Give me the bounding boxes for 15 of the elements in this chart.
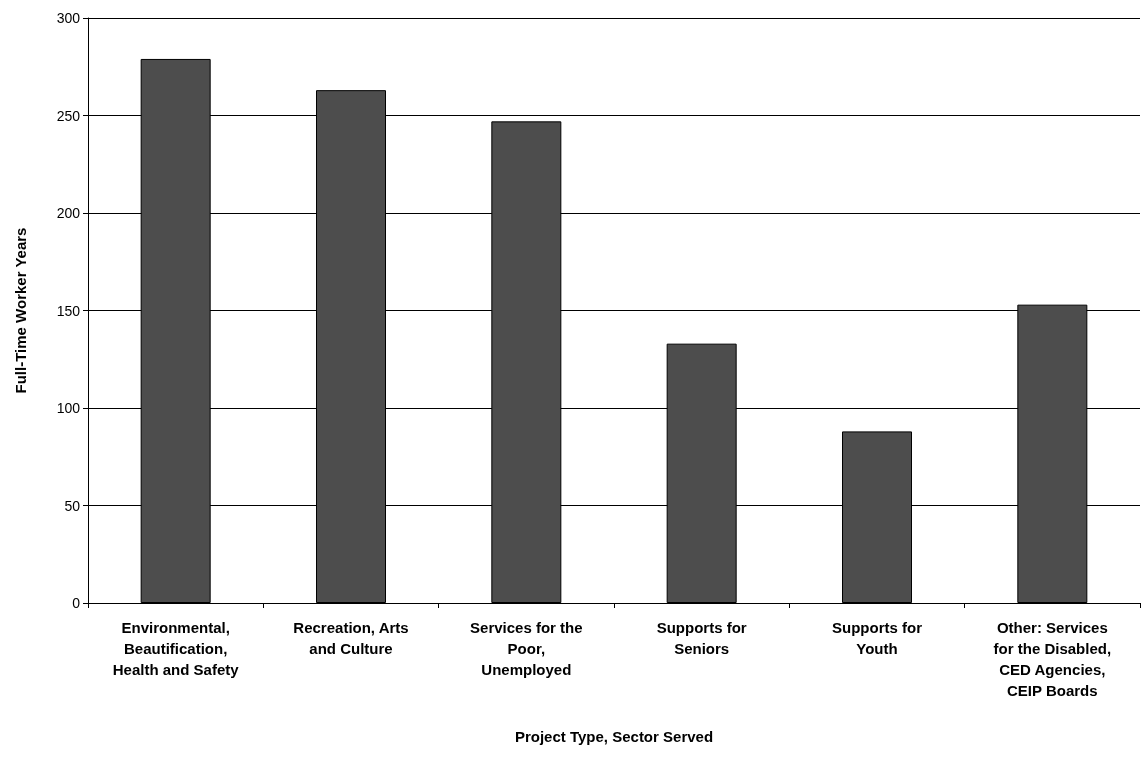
y-tick-label: 100 [56,400,81,416]
y-axis-title: Full-Time Worker Years [12,227,29,394]
x-tick-label: Supports for Youth [832,619,923,657]
x-tick-label: Services for the Poor, Unemployed [470,619,583,678]
x-tick-label: Supports for Seniors [656,619,747,657]
y-tick-label: 250 [56,107,81,124]
y-tick-label: 200 [56,205,81,221]
x-tick-label: Other: Services for the Disabled, CED Agencies, CEIP Boards [993,619,1112,699]
y-tick-label: 150 [56,302,81,319]
x-axis-title: Project Type, Sector Served [514,728,714,745]
y-tick-label: 0 [72,595,81,611]
y-tick-label: 50 [64,497,81,514]
y-tick-label: 300 [56,10,81,26]
x-tick-label: Recreation, Arts and Culture [293,619,409,657]
x-tick-label: Environmental, Beautification, Health and Safety [112,619,240,678]
